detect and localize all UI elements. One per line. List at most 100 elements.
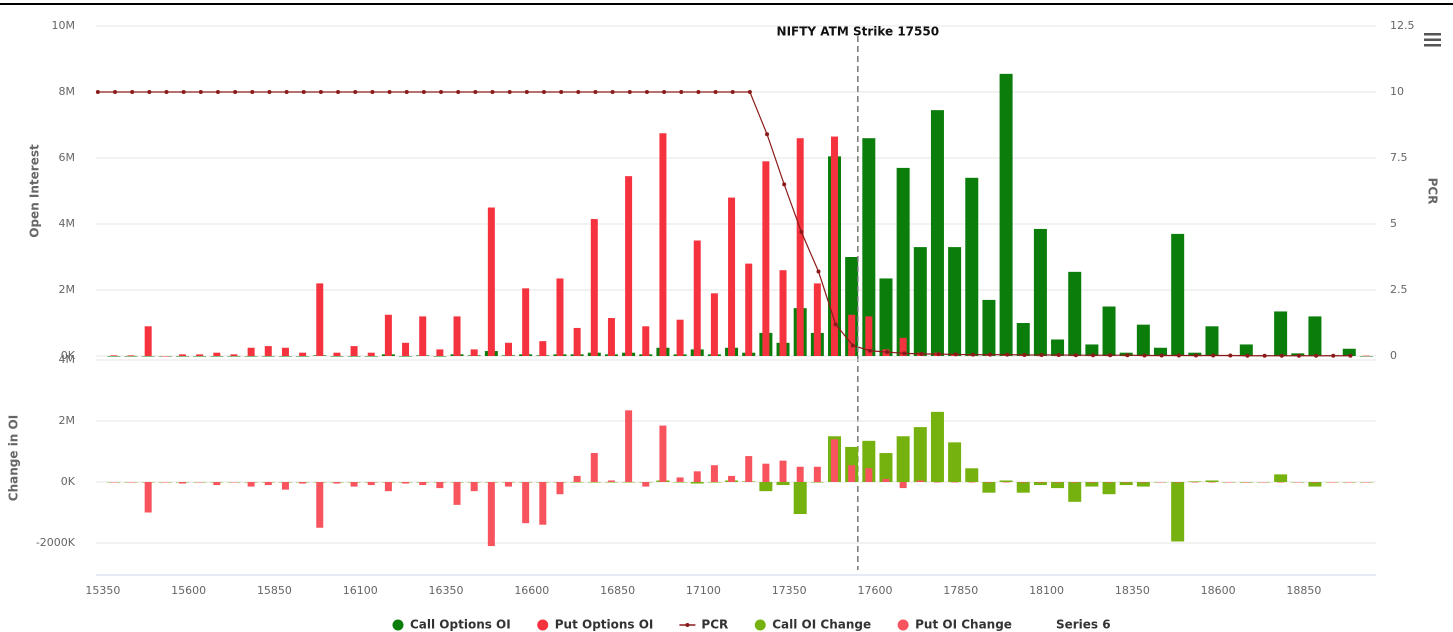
bar — [1088, 482, 1096, 483]
pcr-point — [696, 90, 701, 94]
pcr-point — [147, 90, 152, 94]
menu-icon[interactable] — [1424, 33, 1441, 47]
pcr-point — [1296, 353, 1301, 358]
bar — [247, 347, 255, 356]
bar — [587, 482, 601, 483]
bar — [622, 482, 636, 483]
bar — [1033, 228, 1047, 356]
pcr-point — [627, 90, 632, 94]
bar — [367, 352, 375, 356]
bar — [779, 460, 787, 482]
bar — [590, 219, 598, 356]
pcr-point — [559, 90, 564, 94]
pcr-point — [318, 90, 323, 94]
bar — [402, 342, 410, 356]
x-tick-label: 15600 — [171, 584, 206, 597]
menu-bar[interactable] — [1424, 33, 1441, 36]
legend-label: PCR — [701, 618, 728, 632]
bar — [487, 482, 495, 547]
bar — [848, 314, 856, 356]
pcr-point — [765, 132, 770, 137]
bar — [1105, 482, 1113, 483]
legend-item[interactable]: Call Options OI — [392, 618, 511, 632]
bar — [913, 427, 927, 482]
legend-item[interactable]: PCR — [679, 618, 728, 632]
x-tick-label: 16850 — [600, 584, 635, 597]
bar — [470, 482, 478, 492]
bar — [625, 410, 633, 482]
pcr-point — [970, 352, 975, 357]
pcr-point — [524, 90, 529, 94]
menu-bar[interactable] — [1424, 38, 1441, 42]
legend-label: Call OI Change — [772, 618, 871, 632]
bar — [676, 477, 684, 482]
x-tick-label: 17850 — [943, 584, 978, 597]
menu-bar[interactable] — [1424, 44, 1441, 47]
y-tick-label: 0K — [61, 349, 76, 362]
pcr-point — [1159, 353, 1164, 358]
legend-item[interactable]: Put OI Change — [897, 618, 1012, 632]
bar — [930, 110, 944, 357]
bar — [264, 482, 272, 486]
x-tick-label: 18350 — [1115, 584, 1150, 597]
pcr-point — [644, 90, 649, 94]
pcr-point — [782, 182, 787, 187]
bar — [127, 355, 135, 356]
bar — [728, 475, 736, 482]
bar — [982, 299, 996, 356]
bar — [948, 247, 962, 356]
pcr-point — [267, 90, 272, 94]
pcr-point — [1108, 353, 1113, 358]
bar — [299, 482, 307, 484]
pcr-point — [1193, 353, 1198, 358]
bar — [1328, 482, 1336, 483]
bar — [570, 482, 584, 483]
bar — [419, 482, 427, 486]
pcr-point — [662, 90, 667, 94]
bar — [745, 263, 753, 356]
pcr-point — [988, 352, 993, 357]
pcr-point — [1142, 353, 1147, 358]
pcr-point — [576, 90, 581, 94]
bar — [1205, 480, 1219, 482]
bar — [1274, 311, 1288, 356]
legend-item[interactable]: Put Options OI — [537, 618, 653, 632]
bar — [210, 356, 224, 357]
legend-label: Put OI Change — [915, 618, 1012, 632]
y2-tick-label: 5 — [1390, 217, 1397, 230]
pcr-point — [1125, 353, 1130, 358]
bar — [813, 283, 821, 356]
bar — [896, 167, 910, 356]
bar — [316, 283, 324, 356]
pcr-point — [181, 90, 186, 94]
bar — [1136, 324, 1150, 356]
legend-item[interactable]: Call OI Change — [754, 618, 871, 632]
bar — [193, 356, 207, 357]
y2-tick-label: 0 — [1390, 349, 1397, 362]
bar — [796, 138, 804, 356]
bar — [161, 356, 169, 357]
pcr-point — [507, 90, 512, 94]
pcr-point — [439, 90, 444, 94]
bar — [762, 161, 770, 356]
bar — [364, 356, 378, 357]
bar — [316, 482, 324, 528]
bar — [1036, 482, 1044, 483]
pcr-point — [1005, 352, 1010, 357]
bar — [882, 478, 890, 482]
pcr-point — [1314, 353, 1319, 358]
y2-tick-label: 10 — [1390, 85, 1404, 98]
bar — [505, 482, 513, 487]
bar — [607, 480, 615, 482]
y2-tick-label: 12.5 — [1390, 19, 1415, 32]
y2-axis-title: PCR — [1426, 178, 1440, 205]
bar — [604, 482, 618, 483]
bar — [1345, 482, 1353, 483]
bar — [1002, 482, 1010, 483]
pcr-point — [816, 269, 821, 274]
bar — [1139, 482, 1147, 483]
legend-item[interactable]: Series 6 — [1056, 618, 1111, 632]
bar — [281, 482, 289, 490]
bar — [178, 482, 186, 484]
x-tick-label: 15350 — [85, 584, 120, 597]
